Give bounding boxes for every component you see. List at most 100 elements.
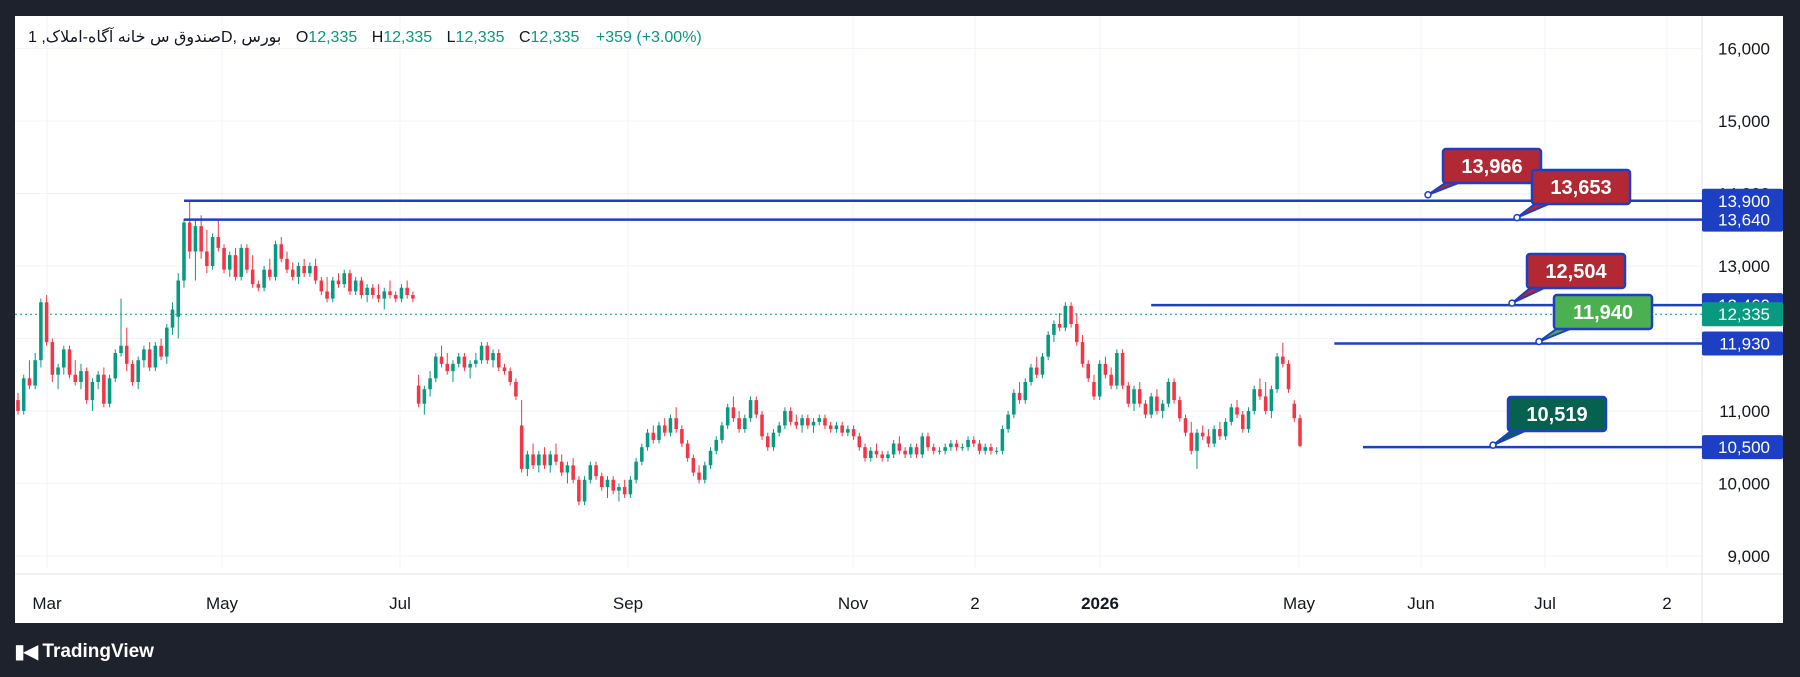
tradingview-logo[interactable]: ▮◀ TradingView: [14, 639, 154, 664]
candle: [90, 381, 95, 401]
candle: [21, 378, 26, 411]
candle: [714, 439, 719, 451]
candle: [1057, 323, 1062, 328]
candle: [960, 447, 965, 449]
candle: [1166, 381, 1171, 404]
candle: [725, 407, 730, 426]
callout-label: 12,504: [1545, 261, 1607, 283]
callout-anchor: [1489, 441, 1497, 449]
candle: [193, 226, 198, 252]
candle: [1258, 389, 1262, 397]
candle: [468, 363, 472, 368]
candle: [187, 222, 192, 252]
candle: [909, 447, 913, 455]
candle: [537, 454, 541, 466]
candle: [479, 345, 484, 361]
candle: [313, 266, 318, 281]
callout-box: [1506, 395, 1608, 433]
candle: [302, 266, 306, 274]
candle: [130, 363, 135, 382]
candle: [142, 349, 146, 361]
candle: [411, 295, 415, 299]
x-tick-label: Nov: [838, 594, 869, 613]
x-tick-label: 2: [1662, 594, 1671, 613]
candle: [771, 432, 776, 448]
candle: [1240, 414, 1245, 430]
level-price-label: 11,930: [1719, 335, 1770, 354]
candle: [840, 425, 844, 433]
candle: [851, 429, 856, 437]
candle: [1195, 432, 1199, 451]
candle: [817, 418, 822, 422]
candle: [1200, 432, 1205, 437]
x-tick-label: 2: [970, 594, 979, 613]
candle: [67, 349, 72, 375]
candle: [445, 363, 450, 372]
candle: [1172, 381, 1176, 401]
y-tick-label: 10,000: [1718, 474, 1770, 493]
candle: [920, 436, 925, 455]
candle: [434, 356, 438, 379]
symbol-name[interactable]: 1 ,صندوق س خانه آگاه-املاکD, بورس: [28, 29, 282, 46]
candle: [519, 425, 524, 469]
candle: [27, 378, 32, 386]
candle: [731, 407, 736, 419]
candle: [285, 258, 289, 270]
candle: [1155, 396, 1159, 411]
candle: [73, 374, 78, 382]
candle: [176, 280, 181, 317]
candle: [983, 447, 987, 451]
candle: [56, 367, 60, 375]
candle: [262, 269, 266, 288]
candle: [1183, 418, 1188, 433]
candle: [124, 345, 129, 364]
low-label: L: [446, 29, 456, 46]
candle: [972, 439, 976, 444]
brand-name: TradingView: [42, 640, 154, 662]
candle: [863, 447, 867, 459]
symbol-header: 1 ,صندوق س خانه آگاه-املاکD, بورس O12,33…: [28, 27, 702, 47]
candle: [857, 436, 862, 448]
candle: [937, 450, 942, 452]
candle: [565, 465, 570, 473]
x-tick-label: Sep: [613, 594, 643, 613]
candle: [1292, 403, 1297, 419]
candle: [1017, 392, 1022, 401]
candle: [1023, 381, 1028, 401]
candle: [1143, 403, 1148, 415]
level-price-tag: [1702, 435, 1783, 460]
change-value: +359 (+3.00%): [595, 29, 702, 46]
candle: [136, 360, 140, 382]
candle: [989, 447, 993, 451]
candle: [1092, 381, 1096, 397]
candle: [880, 454, 884, 459]
candle: [823, 418, 827, 426]
candle: [359, 280, 364, 295]
candle: [153, 345, 158, 368]
candle: [279, 244, 284, 259]
candle: [216, 237, 221, 248]
candle: [107, 378, 112, 404]
x-tick-label: Jun: [1407, 594, 1434, 613]
candle: [1160, 403, 1165, 411]
x-tick-label: Jul: [389, 594, 411, 613]
candle: [331, 280, 335, 299]
candle: [1229, 407, 1234, 422]
candle: [496, 352, 501, 368]
candle: [245, 247, 249, 270]
level-price-label: 10,500: [1718, 438, 1770, 457]
candle: [514, 381, 518, 397]
candle: [703, 465, 707, 480]
candle: [914, 447, 919, 455]
candle: [1052, 323, 1056, 335]
x-tick-label: 2026: [1081, 594, 1119, 613]
candle: [737, 418, 741, 430]
open-label: O: [295, 29, 309, 46]
candle: [439, 356, 444, 364]
candle: [273, 244, 278, 277]
candle: [697, 472, 701, 480]
candle: [33, 360, 37, 386]
candle: [674, 418, 678, 430]
candle: [622, 487, 627, 495]
